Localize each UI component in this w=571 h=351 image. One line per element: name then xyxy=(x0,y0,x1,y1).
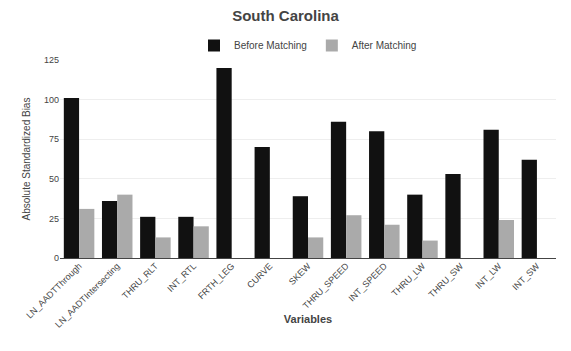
svg-text:THRU_RLT: THRU_RLT xyxy=(120,261,160,301)
svg-text:LN_AADTThrough: LN_AADTThrough xyxy=(24,261,83,320)
svg-text:75: 75 xyxy=(49,134,59,144)
svg-text:THRU_LW: THRU_LW xyxy=(390,261,428,299)
svg-text:100: 100 xyxy=(44,95,59,105)
svg-text:25: 25 xyxy=(49,214,59,224)
svg-text:CURVE: CURVE xyxy=(245,261,274,290)
svg-text:SKEW: SKEW xyxy=(287,261,313,287)
svg-text:Absolute Standardized Bias: Absolute Standardized Bias xyxy=(21,98,32,221)
svg-text:INT_LW: INT_LW xyxy=(473,261,503,291)
svg-text:THRU_SW: THRU_SW xyxy=(427,261,466,300)
svg-text:125: 125 xyxy=(44,55,59,65)
svg-text:INT_SPEED: INT_SPEED xyxy=(346,261,389,304)
svg-text:LN_AADTIntersecting: LN_AADTIntersecting xyxy=(53,261,122,330)
svg-text:Before Matching: Before Matching xyxy=(234,40,307,51)
svg-text:FRTH_LEG: FRTH_LEG xyxy=(196,261,236,301)
svg-text:INT_SW: INT_SW xyxy=(510,261,541,292)
svg-text:0: 0 xyxy=(54,253,59,263)
svg-text:50: 50 xyxy=(49,174,59,184)
svg-text:INT_RTL: INT_RTL xyxy=(165,261,198,294)
svg-text:After Matching: After Matching xyxy=(352,40,416,51)
svg-text:Variables: Variables xyxy=(284,313,332,325)
svg-text:THRU_SPEED: THRU_SPEED xyxy=(301,261,351,311)
svg-text:South Carolina: South Carolina xyxy=(232,7,339,24)
